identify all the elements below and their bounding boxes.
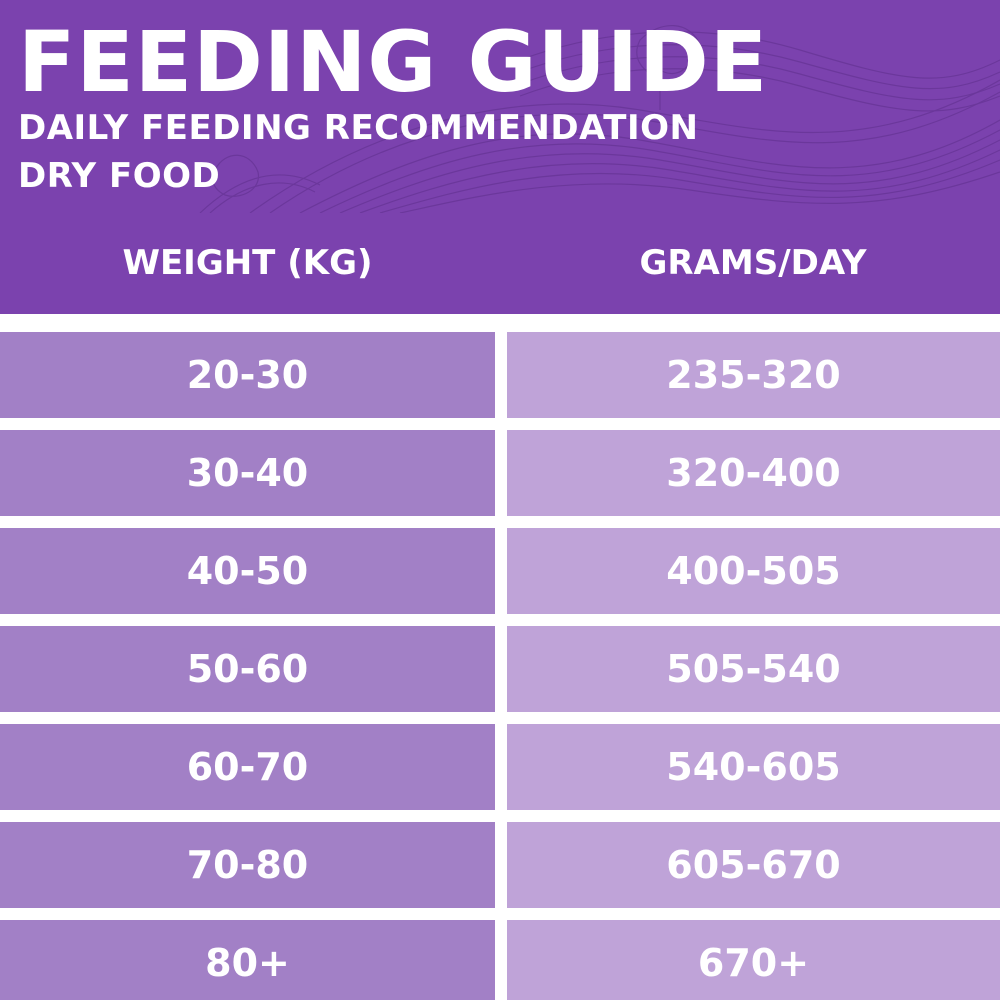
decorative-wave-lines (199, 25, 1000, 213)
weight-cell: 20-30 (0, 332, 495, 418)
table-row: 40-50 400-505 (0, 528, 1000, 614)
header-weight: WEIGHT (KG) (122, 243, 373, 283)
weight-cell: 50-60 (0, 626, 495, 712)
table-row: 30-40 320-400 (0, 430, 1000, 516)
weight-cell: 70-80 (0, 822, 495, 908)
grams-cell: 540-605 (507, 724, 1000, 810)
table-row: 60-70 540-605 (0, 724, 1000, 810)
weight-cell: 40-50 (0, 528, 495, 614)
page-title: FEEDING GUIDE (18, 13, 769, 111)
subtitle-dry-food: DRY FOOD (18, 156, 221, 196)
table-header: WEIGHT (KG) GRAMS/DAY (0, 213, 1000, 314)
table-row: 80+ 670+ (0, 920, 1000, 1000)
grams-cell: 235-320 (507, 332, 1000, 418)
table-body: 20-30 235-320 30-40 320-400 40-50 400-50… (0, 332, 1000, 1000)
weight-cell: 60-70 (0, 724, 495, 810)
weight-cell: 30-40 (0, 430, 495, 516)
grams-cell: 605-670 (507, 822, 1000, 908)
table-row: 50-60 505-540 (0, 626, 1000, 712)
table-row: 20-30 235-320 (0, 332, 1000, 418)
header-grams-per-day: GRAMS/DAY (639, 243, 867, 283)
grams-cell: 505-540 (507, 626, 1000, 712)
banner: FEEDING GUIDE DAILY FEEDING RECOMMENDATI… (0, 0, 1000, 213)
grams-cell: 320-400 (507, 430, 1000, 516)
table-row: 70-80 605-670 (0, 822, 1000, 908)
weight-cell: 80+ (0, 920, 495, 1000)
grams-cell: 400-505 (507, 528, 1000, 614)
grams-cell: 670+ (507, 920, 1000, 1000)
subtitle-daily-feeding: DAILY FEEDING RECOMMENDATION (18, 108, 699, 148)
